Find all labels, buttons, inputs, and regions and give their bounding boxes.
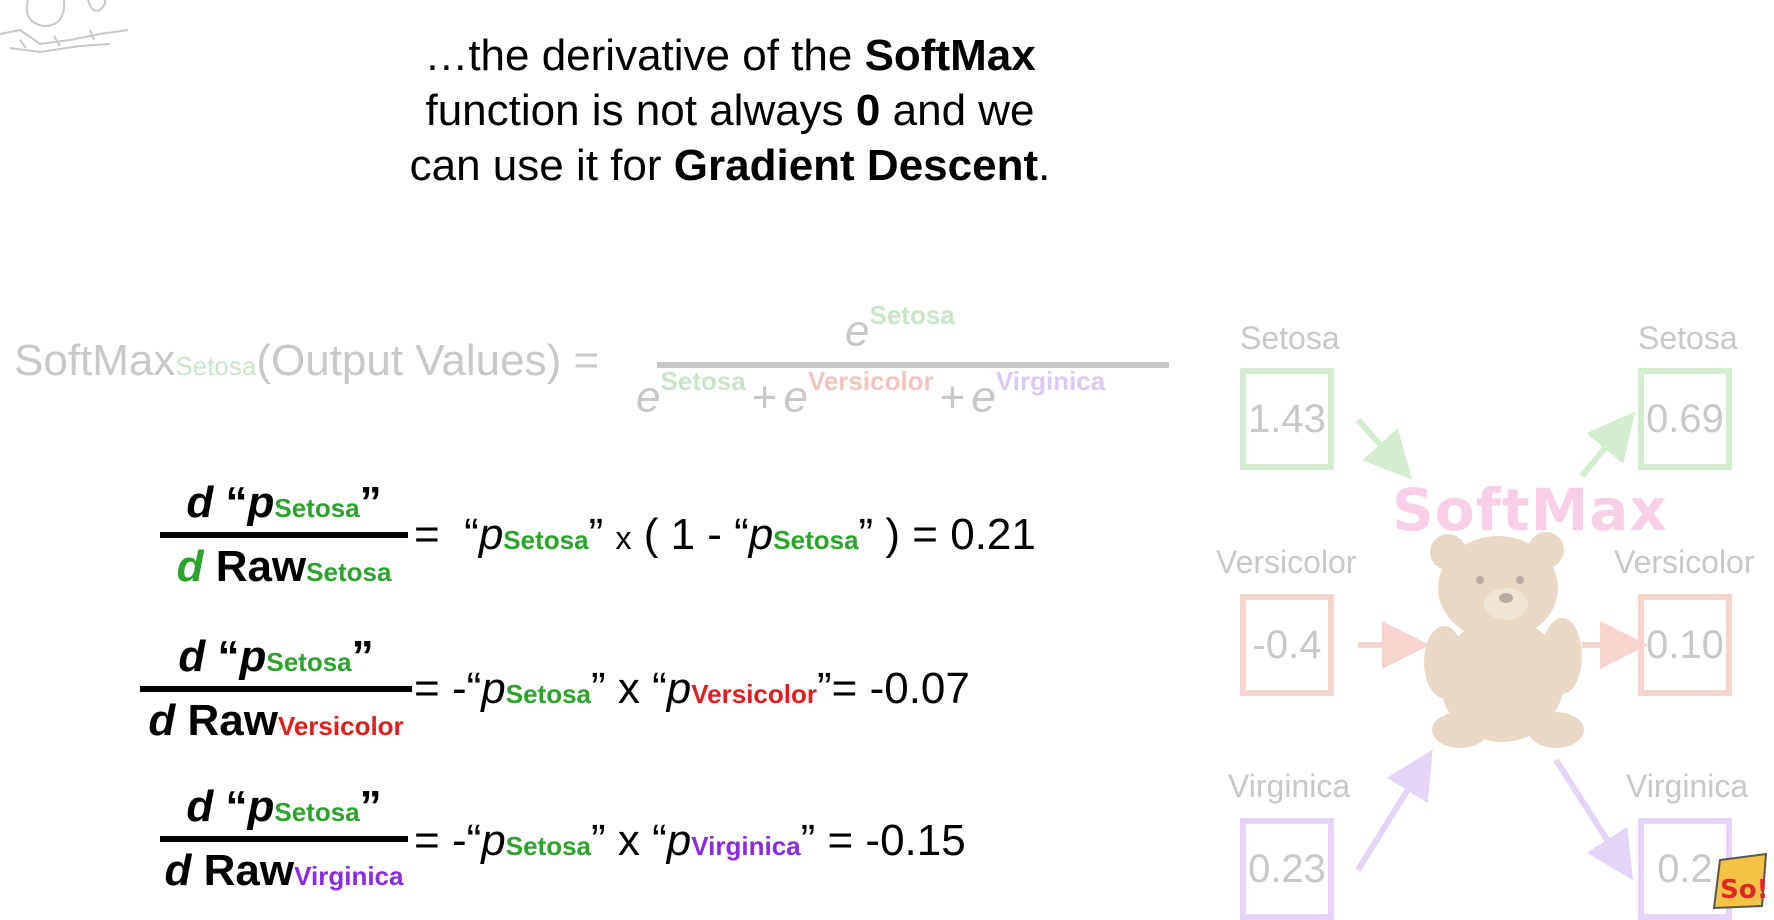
output-label-setosa: Setosa	[1638, 320, 1738, 356]
fraction-bar	[160, 836, 408, 842]
output-label-virginica: Virginica	[1626, 768, 1749, 804]
svg-text:So!: So!	[1720, 875, 1768, 905]
slide-heading: …the derivative of the SoftMax function …	[409, 31, 1051, 190]
input-box-virginica: 0.23	[1240, 818, 1334, 920]
softmax-fraction-bar	[657, 362, 1169, 368]
derivative-fraction-versicolor: d “pSetosa” d RawVersicolor	[140, 632, 412, 746]
input-box-versicolor: -0.4	[1240, 594, 1334, 696]
softmax-arrows	[1355, 411, 1648, 881]
fraction-bar	[160, 532, 408, 538]
output-box-setosa: 0.69	[1638, 368, 1732, 470]
input-label-virginica: Virginica	[1228, 768, 1351, 804]
derivative-fraction-setosa: d “pSetosa” d RawSetosa	[160, 478, 408, 592]
teddy-bear-image	[1424, 532, 1584, 748]
derivative-rhs-setosa: = “pSetosa” x ( 1 - “pSetosa” ) = 0.21	[414, 510, 1036, 559]
softmax-formula-lhs: SoftMaxSetosa(Output Values) =	[14, 336, 600, 385]
softmax-formula-numerator: eSetosa	[845, 300, 955, 356]
derivative-rhs-virginica: = -“pSetosa” x “pVirginica” = -0.15	[414, 816, 966, 865]
input-box-setosa: 1.43	[1240, 368, 1334, 470]
statquest-logo-partial	[0, 0, 129, 54]
derivative-fraction-virginica: d “pSetosa” d RawVirginica	[160, 782, 408, 896]
softmax-label: SoftMax	[1392, 476, 1668, 544]
output-box-versicolor: 0.10	[1638, 594, 1732, 696]
statquest-badge-logo: So!	[1712, 852, 1768, 910]
fraction-bar	[140, 686, 412, 692]
derivative-rhs-versicolor: = -“pSetosa” x “pVersicolor”= -0.07	[414, 664, 970, 713]
softmax-formula-denominator: eSetosa + eVersicolor + eVirginica	[636, 366, 1106, 422]
output-label-versicolor: Versicolor	[1614, 544, 1755, 580]
input-label-versicolor: Versicolor	[1216, 544, 1357, 580]
input-label-setosa: Setosa	[1240, 320, 1340, 356]
